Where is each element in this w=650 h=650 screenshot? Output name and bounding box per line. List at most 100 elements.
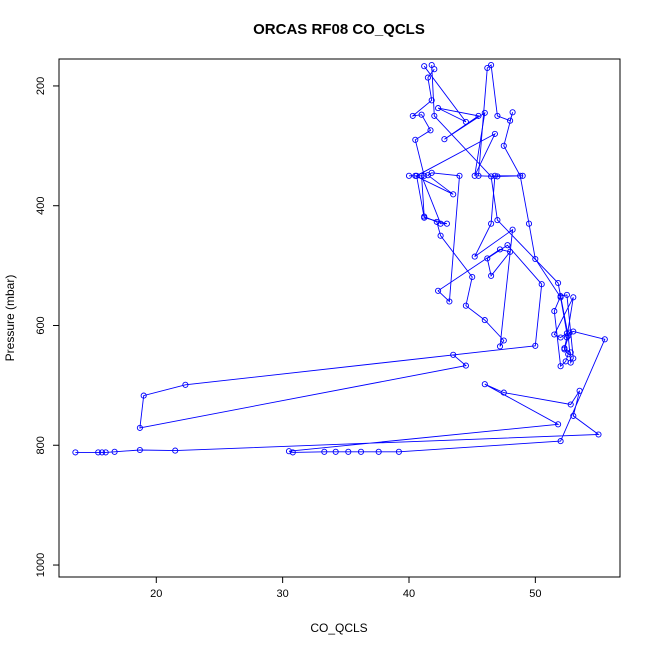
data-point	[509, 226, 516, 233]
data-point	[570, 328, 577, 335]
data-point	[431, 66, 438, 73]
data-point	[136, 446, 143, 454]
data-point	[509, 109, 516, 116]
data-point	[111, 448, 118, 455]
data-point	[481, 317, 488, 324]
data-point	[491, 172, 498, 179]
data-point	[446, 298, 453, 305]
data-point	[532, 255, 539, 263]
x-tick-label: 30	[277, 588, 289, 600]
y-axis-label: Pressure (mbar)	[3, 275, 17, 362]
plot-frame	[58, 58, 621, 578]
data-point	[557, 438, 564, 445]
y-tick-label: 200	[35, 77, 47, 95]
data-point	[517, 172, 524, 179]
data-point	[443, 220, 450, 227]
data-point	[450, 191, 457, 198]
data-point	[532, 342, 539, 349]
data-point	[551, 331, 558, 338]
x-tick-label: 20	[150, 588, 162, 600]
data-point	[475, 112, 482, 119]
x-tick-label: 40	[403, 588, 415, 600]
data-point	[456, 172, 463, 179]
data-point	[428, 61, 435, 69]
data-point	[462, 362, 469, 369]
data-point	[504, 242, 511, 249]
series-line	[75, 64, 606, 453]
data-point	[557, 363, 564, 370]
x-axis-label: CO_QCLS	[310, 621, 367, 635]
y-tick-label: 600	[35, 316, 47, 334]
y-tick-label: 800	[35, 436, 47, 454]
data-point	[481, 381, 488, 388]
data-point	[570, 355, 577, 362]
data-point	[435, 287, 442, 294]
data-point	[551, 308, 558, 315]
data-point	[567, 349, 574, 356]
data-point	[538, 281, 545, 288]
data-point	[563, 291, 570, 298]
data-point	[496, 343, 504, 350]
data-point	[332, 448, 339, 455]
data-point	[488, 61, 495, 69]
data-point	[431, 112, 438, 119]
data-point	[488, 272, 495, 279]
data-point	[412, 136, 419, 143]
data-point	[462, 302, 469, 309]
y-axis: 200 400 600 800 1000	[35, 77, 59, 577]
data-point	[481, 109, 488, 116]
data-point	[136, 424, 143, 431]
data-point	[428, 169, 435, 176]
series-group	[72, 61, 608, 456]
data-point	[557, 334, 564, 341]
y-tick-label: 1000	[35, 553, 47, 577]
data-point	[525, 220, 533, 227]
data-point	[491, 130, 498, 137]
data-point	[475, 172, 482, 179]
data-point	[576, 387, 583, 394]
plot-area	[72, 61, 608, 456]
data-point	[601, 336, 608, 343]
data-point	[285, 448, 293, 455]
data-point	[95, 449, 102, 456]
data-point	[496, 246, 504, 253]
data-point	[494, 173, 501, 180]
data-point	[428, 97, 435, 104]
data-point	[488, 220, 495, 227]
data-point	[321, 448, 328, 455]
data-point	[563, 330, 570, 337]
data-point	[570, 412, 577, 419]
data-point	[570, 294, 577, 301]
data-point	[462, 118, 469, 125]
series-line	[411, 64, 574, 353]
data-point	[519, 172, 526, 179]
data-point	[555, 279, 562, 287]
y-tick-label: 400	[35, 197, 47, 215]
data-point	[357, 448, 365, 455]
x-tick-label: 50	[529, 588, 541, 600]
data-point	[395, 448, 402, 455]
data-point	[421, 214, 428, 221]
data-point	[435, 105, 442, 112]
data-point	[424, 74, 431, 81]
data-point	[345, 448, 352, 455]
data-point	[507, 117, 514, 124]
chart-title: ORCAS RF08 CO_QCLS	[253, 21, 425, 38]
data-point	[555, 421, 562, 428]
data-point	[375, 448, 382, 455]
data-point	[102, 449, 109, 456]
data-point	[421, 63, 428, 70]
data-point	[437, 220, 444, 227]
data-point	[484, 64, 491, 72]
data-point	[182, 381, 189, 388]
data-point	[484, 255, 491, 262]
data-point	[412, 172, 419, 179]
data-point	[471, 253, 478, 260]
data-point	[172, 447, 179, 454]
data-point	[72, 449, 79, 456]
data-point	[471, 172, 478, 179]
data-point	[289, 449, 296, 456]
data-point	[405, 172, 413, 179]
data-point	[563, 334, 570, 341]
